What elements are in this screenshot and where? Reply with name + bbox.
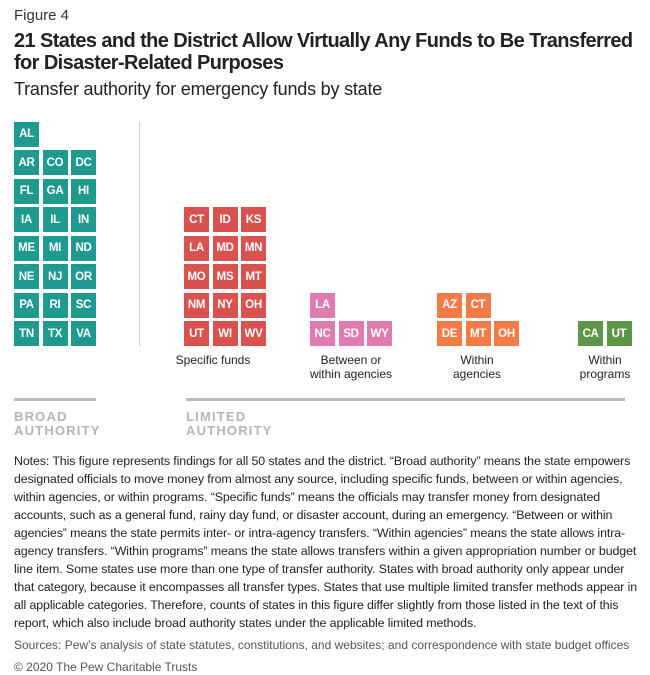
state-tile-broad-ia: IA <box>14 207 39 232</box>
state-tile-specific-md: MD <box>212 235 238 261</box>
state-tile-broad-tn: TN <box>14 321 39 346</box>
state-tile-broad-ri: RI <box>42 292 68 318</box>
label-line: programs <box>579 367 631 381</box>
notes: Notes: This figure represents findings f… <box>14 454 638 630</box>
label-line: Within <box>588 353 622 367</box>
label-between-agencies: Between or within agencies <box>291 353 411 381</box>
label-line: LIMITED <box>186 409 247 424</box>
state-tile-between-nc: NC <box>310 321 335 346</box>
chart-subtitle: Transfer authority for emergency funds b… <box>14 79 383 99</box>
state-tile-broad-ar: AR <box>14 150 39 175</box>
state-tile-broad-pa: PA <box>14 292 39 318</box>
state-tile-specific-mn: MN <box>241 235 266 261</box>
state-tile-within_programs-ut: UT <box>606 321 632 346</box>
state-tile-between-la: LA <box>310 292 335 318</box>
state-tile-broad-il: IL <box>42 207 68 232</box>
state-tile-within_agencies-oh: OH <box>494 321 519 346</box>
state-tile-broad-tx: TX <box>42 321 68 346</box>
label-line: BROAD <box>14 409 68 424</box>
state-tile-within_agencies-ct: CT <box>465 292 491 318</box>
state-tile-within_agencies-mt: MT <box>465 321 491 346</box>
state-tile-broad-ga: GA <box>42 178 68 204</box>
label-line: AUTHORITY <box>186 423 273 438</box>
limited-authority-label: LIMITED AUTHORITY <box>186 410 273 438</box>
state-tile-between-sd: SD <box>338 321 364 346</box>
state-tile-between-wy: WY <box>367 321 392 346</box>
figure-label: Figure 4 <box>14 7 70 24</box>
label-line: Within <box>460 353 494 367</box>
state-tile-specific-ny: NY <box>212 292 238 318</box>
state-tile-broad-al: AL <box>14 121 39 147</box>
state-tile-broad-in: IN <box>71 207 96 232</box>
label-line: within agencies <box>309 367 393 381</box>
state-tile-broad-hi: HI <box>71 178 96 204</box>
label-line: Between or <box>320 353 382 367</box>
label-specific-funds: Specific funds <box>153 353 273 367</box>
state-tile-specific-ut: UT <box>184 321 209 346</box>
state-tile-within_programs-ca: CA <box>578 321 603 346</box>
state-tile-broad-co: CO <box>42 150 68 175</box>
state-tile-specific-la: LA <box>184 235 209 261</box>
state-tile-specific-ks: KS <box>241 207 266 232</box>
state-tile-specific-nm: NM <box>184 292 209 318</box>
divider <box>139 122 140 346</box>
state-tile-specific-mo: MO <box>184 264 209 289</box>
state-tile-within_agencies-az: AZ <box>437 292 462 318</box>
header: Figure 4 21 States and the District Allo… <box>14 7 644 100</box>
state-tile-broad-or: OR <box>71 264 96 289</box>
state-tile-specific-wi: WI <box>212 321 238 346</box>
state-tile-broad-me: ME <box>14 235 39 261</box>
label-line: AUTHORITY <box>14 423 101 438</box>
state-tile-specific-ms: MS <box>212 264 238 289</box>
state-tile-broad-nj: NJ <box>42 264 68 289</box>
state-tile-broad-fl: FL <box>14 178 39 204</box>
chart-title: 21 States and the District Allow Virtual… <box>14 30 633 74</box>
label-within-agencies: Within agencies <box>417 353 537 381</box>
broad-group-line <box>14 398 96 401</box>
limited-group-line <box>186 398 625 401</box>
state-tile-specific-id: ID <box>212 207 238 232</box>
state-tile-broad-dc: DC <box>71 150 96 175</box>
state-tile-broad-ne: NE <box>14 264 39 289</box>
footer: Notes: This figure represents findings f… <box>14 452 642 675</box>
state-tile-broad-nd: ND <box>71 235 96 261</box>
state-tile-specific-wv: WV <box>241 321 266 346</box>
label-line: Specific funds <box>175 353 251 367</box>
state-tile-within_agencies-de: DE <box>437 321 462 346</box>
state-tile-specific-ct: CT <box>184 207 209 232</box>
label-line: agencies <box>452 367 502 381</box>
state-tile-specific-mt: MT <box>241 264 266 289</box>
state-tile-broad-mi: MI <box>42 235 68 261</box>
label-within-programs: Within programs <box>545 353 650 381</box>
broad-authority-label: BROAD AUTHORITY <box>14 410 101 438</box>
state-tile-broad-va: VA <box>71 321 96 346</box>
state-tile-specific-oh: OH <box>241 292 266 318</box>
state-tile-broad-sc: SC <box>71 292 96 318</box>
sources: Sources: Pew’s analysis of state statute… <box>14 638 630 652</box>
